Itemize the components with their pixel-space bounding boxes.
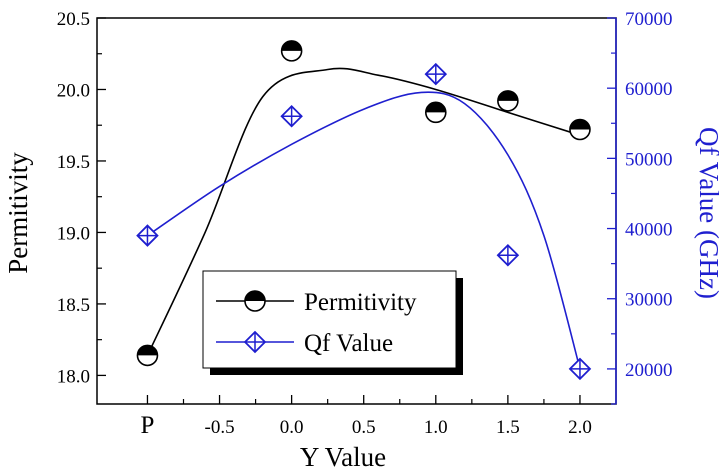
fit-curves — [146, 67, 581, 370]
right-tick-label: 30000 — [625, 290, 673, 311]
qf-value-point-1 — [280, 104, 303, 128]
left-tick-label: 18.5 — [57, 295, 90, 316]
right-axis-ticks: 20000 30000 40000 50000 60000 70000 — [607, 9, 673, 405]
legend-symbol-permitivity-fill — [245, 291, 265, 301]
legend-label-permitivity: Permitivity — [304, 289, 417, 316]
permitivity-point-2-fill — [425, 102, 446, 113]
x-tick-label: 1.5 — [496, 417, 520, 438]
permitivity-point-3-fill — [497, 90, 518, 101]
right-tick-label: 20000 — [625, 360, 673, 381]
qf-value-point-0 — [136, 224, 159, 247]
left-axis-ticks: 18.0 18.5 19.0 19.5 20.0 20.5 — [57, 9, 106, 387]
legend-marker-qf-value — [243, 330, 267, 354]
legend: Permitivity Qf Value — [202, 270, 463, 375]
permitivity-point-0 — [136, 344, 159, 367]
permitivity-point-4 — [569, 118, 591, 141]
right-axis-label: Qf Value (GHz) — [694, 127, 719, 299]
legend-symbol-qf-value — [243, 330, 267, 354]
x-tick-label: P — [141, 412, 155, 439]
legend-symbol-permitivity — [244, 290, 266, 312]
right-tick-label: 50000 — [625, 149, 673, 170]
x-axis-label: Y Value — [300, 442, 386, 472]
qf-value-point-4 — [568, 357, 592, 381]
qf-value-point-3 — [496, 243, 520, 267]
right-tick-label: 40000 — [625, 220, 673, 241]
data-markers — [136, 40, 592, 381]
qf-value-point-2 — [424, 62, 448, 86]
x-tick-label: 0.5 — [352, 417, 376, 438]
left-tick-label: 20.5 — [57, 9, 90, 30]
fit-curve-1 — [147, 91, 581, 370]
left-tick-label: 19.0 — [57, 223, 90, 244]
legend-box — [202, 270, 457, 369]
permitivity-point-4-fill — [569, 119, 590, 130]
permitivity-point-3 — [497, 90, 519, 112]
x-tick-label: 1.0 — [424, 417, 448, 438]
permitivity-point-2 — [424, 101, 447, 124]
left-axis-label: Permitivity — [3, 152, 33, 274]
left-tick-label: 18.0 — [57, 366, 90, 387]
permitivity-point-1 — [280, 40, 303, 62]
left-tick-label: 19.5 — [57, 152, 90, 173]
x-tick-label: 2.0 — [568, 417, 592, 438]
x-axis-ticks: P -0.5 0.0 0.5 1.0 1.5 2.0 — [141, 395, 592, 439]
legend-marker-permitivity — [244, 290, 266, 312]
permitivity-point-1-fill — [281, 40, 302, 51]
permitivity-point-0-fill — [137, 345, 158, 356]
fit-curve-0 — [146, 67, 581, 356]
legend-label-qf-value: Qf Value — [304, 330, 393, 357]
right-tick-label: 70000 — [625, 9, 673, 30]
right-tick-label: 60000 — [625, 79, 673, 100]
left-tick-label: 20.0 — [57, 80, 90, 101]
x-tick-label: 0.0 — [280, 417, 304, 438]
x-tick-label: -0.5 — [205, 417, 235, 438]
